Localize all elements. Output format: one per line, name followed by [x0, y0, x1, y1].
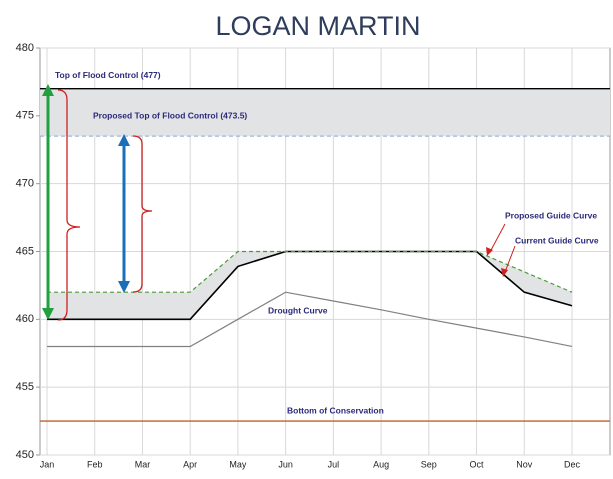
series-line: [47, 291, 573, 348]
arrowhead: [118, 134, 130, 146]
flood-band: [40, 88, 610, 137]
arrowhead: [486, 247, 493, 256]
y-tick-label: 450: [16, 449, 34, 461]
arrowhead: [42, 308, 54, 320]
reference-label: Proposed Top of Flood Control (473.5): [93, 110, 247, 120]
x-tick-label: Aug: [373, 459, 389, 469]
arrowhead: [501, 268, 508, 277]
y-tick-label: 470: [16, 178, 34, 190]
reference-label: Bottom of Conservation: [287, 405, 384, 415]
x-tick-label: Jun: [278, 459, 293, 469]
series-label: Drought Curve: [268, 305, 328, 315]
x-tick-label: May: [229, 459, 247, 469]
x-tick-label: Dec: [564, 459, 581, 469]
x-tick-label: Nov: [516, 459, 533, 469]
annotation-arrows: [42, 84, 516, 321]
brace: [57, 89, 81, 321]
x-tick-label: Oct: [470, 459, 485, 469]
series-label: Proposed Guide Curve: [505, 210, 597, 220]
x-tick-label: Jan: [40, 459, 55, 469]
y-tick-label: 460: [16, 313, 34, 325]
x-tick-label: Jul: [328, 459, 340, 469]
arrowhead: [42, 84, 54, 96]
plot-area: Jan Feb Mar Apr May Jun Jul Aug Sep Oct Nov Dec 450 4…: [16, 42, 611, 469]
y-tick-label: 480: [16, 42, 34, 54]
brace: [132, 135, 153, 293]
x-tick-label: Mar: [135, 459, 151, 469]
chart-title: LOGAN MARTIN: [215, 11, 420, 41]
series-line: [47, 250, 573, 321]
x-tick-label: Sep: [421, 459, 437, 469]
arrowhead: [118, 281, 130, 293]
pointer: [489, 223, 506, 253]
guide-band: [47, 251, 572, 320]
x-tick-label: Apr: [183, 459, 197, 469]
pointer: [504, 245, 516, 273]
y-tick-label: 465: [16, 245, 34, 257]
y-tick-label: 455: [16, 381, 34, 393]
x-tick-label: Feb: [87, 459, 103, 469]
y-tick-label: 475: [16, 110, 34, 122]
series-label: Current Guide Curve: [515, 235, 599, 245]
reference-label: Top of Flood Control (477): [55, 70, 161, 80]
